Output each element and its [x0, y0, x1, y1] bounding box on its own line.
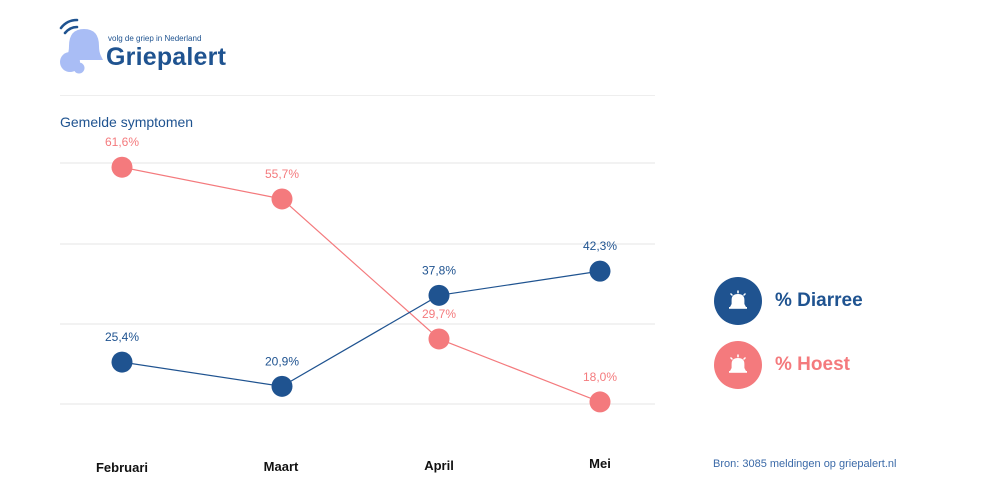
- source-note: Bron: 3085 meldingen op griepalert.nl: [713, 458, 897, 470]
- data-label-diarree: 37,8%: [422, 263, 456, 277]
- brand-name: Griepalert: [106, 43, 227, 71]
- brand-tagline: volg de griep in Nederland: [108, 34, 202, 43]
- chart-title: Gemelde symptomen: [60, 114, 194, 130]
- legend-label-hoest: % Hoest: [775, 354, 850, 375]
- bell-logo-icon: [59, 18, 103, 74]
- series-line-hoest: [121, 166, 601, 403]
- legend-item-diarree: % Diarree: [714, 277, 974, 325]
- legend-bell-icon: [714, 341, 762, 389]
- data-label-hoest: 61,6%: [105, 135, 139, 149]
- legend-bell-icon: [714, 277, 762, 325]
- data-point-hoest: [589, 391, 611, 413]
- alarm-bell-icon: [729, 354, 747, 373]
- header-divider: [60, 95, 655, 96]
- data-point-diarree: [271, 375, 293, 397]
- x-tick-label: Maart: [264, 459, 299, 474]
- brand-logo: volg de griep in Nederland Griepalert: [58, 16, 248, 78]
- data-label-hoest: 55,7%: [265, 167, 299, 181]
- alarm-bell-icon: [729, 290, 747, 309]
- data-label-hoest: 29,7%: [422, 307, 456, 321]
- data-label-hoest: 18,0%: [583, 370, 617, 384]
- x-tick-label: Mei: [589, 456, 611, 471]
- data-point-hoest: [271, 188, 293, 210]
- data-label-diarree: 42,3%: [583, 239, 617, 253]
- data-point-diarree: [589, 260, 611, 282]
- x-tick-label: Februari: [96, 460, 148, 475]
- data-point-hoest: [111, 156, 133, 178]
- data-label-diarree: 20,9%: [265, 354, 299, 368]
- series-line-diarree: [121, 270, 601, 387]
- data-label-diarree: 25,4%: [105, 330, 139, 344]
- data-point-hoest: [428, 328, 450, 350]
- data-point-diarree: [111, 351, 133, 373]
- x-tick-label: April: [424, 458, 454, 473]
- data-point-diarree: [428, 284, 450, 306]
- legend-item-hoest: % Hoest: [714, 341, 974, 389]
- legend-label-diarree: % Diarree: [775, 290, 863, 311]
